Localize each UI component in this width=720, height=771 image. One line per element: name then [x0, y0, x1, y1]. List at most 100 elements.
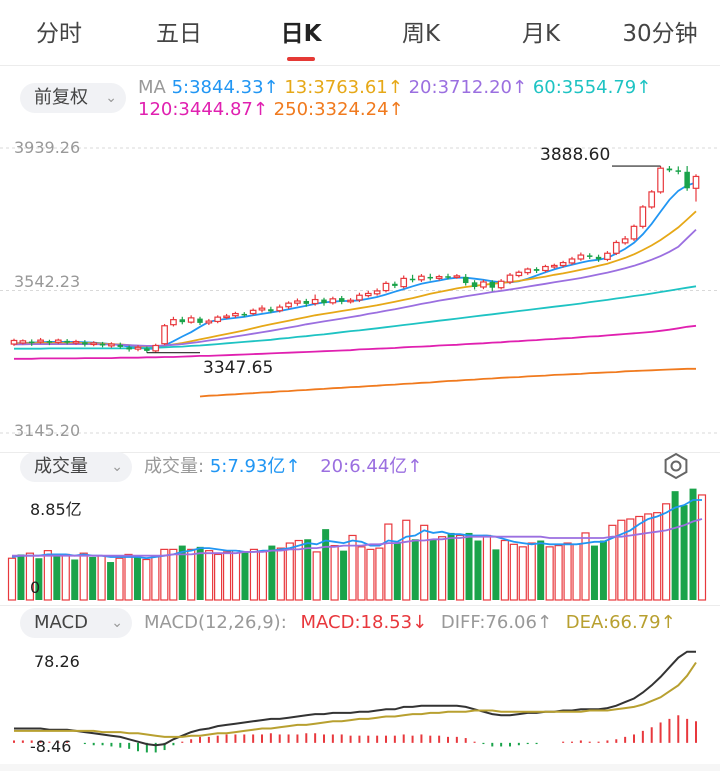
volume-bar: [312, 551, 321, 601]
volume-chart[interactable]: [0, 488, 720, 603]
candle: [692, 175, 700, 189]
ma-legend-line2: 120:3444.87↑ 250:3324.24↑: [138, 99, 404, 121]
candle: [471, 282, 478, 287]
ma-line-ma250: [199, 367, 696, 398]
ma-line-ma60: [14, 285, 697, 350]
volume-bar: [124, 553, 133, 601]
volume-bar: [304, 539, 312, 600]
volume-bar: [697, 494, 707, 601]
tab-weekly-k[interactable]: 周K: [401, 21, 441, 47]
dea-value: DEA:66.79↑: [565, 612, 676, 633]
volume-bar: [241, 551, 249, 600]
high-annotation: 3888.60: [540, 145, 611, 165]
candle: [205, 320, 213, 324]
candle: [506, 274, 514, 283]
bottom-bar: [0, 764, 720, 771]
volume-bar: [107, 562, 115, 600]
volume-bar: [35, 558, 43, 600]
volume-bar: [53, 555, 61, 600]
volume-bar: [420, 524, 429, 601]
macd-legend: MACD(12,26,9): MACD:18.53↓ DIFF:76.06↑ D…: [144, 612, 676, 634]
volume-legend: 成交量: 5:7.93亿↑ 20:6.44亿↑: [144, 456, 422, 478]
volume-bar: [7, 557, 17, 601]
volume-bar: [142, 558, 151, 601]
candle: [232, 312, 239, 317]
volume-label: 成交量:: [144, 456, 205, 477]
volume-bar: [89, 556, 97, 600]
candle: [489, 281, 496, 288]
candle: [126, 347, 132, 350]
volume-bar: [285, 542, 294, 601]
volume-bar: [330, 544, 339, 601]
volume-bar: [662, 503, 671, 601]
candle: [666, 168, 673, 171]
macd-value: MACD:18.53↓: [300, 612, 428, 633]
volume-bar: [563, 542, 572, 601]
active-tab-indicator: [287, 57, 315, 61]
candle: [28, 341, 35, 344]
chevron-down-icon: ⌄: [105, 90, 117, 106]
divider: [0, 452, 720, 453]
candle: [10, 339, 18, 345]
volume-selector[interactable]: 成交量 ⌄: [20, 452, 132, 482]
volume-bar: [384, 523, 393, 601]
volume-bar: [581, 532, 590, 601]
price-axis-mid: 3542.23: [14, 272, 81, 291]
volume-bar: [340, 550, 348, 600]
candle: [453, 275, 461, 278]
candle: [170, 319, 177, 326]
candle: [657, 167, 664, 193]
volume-bar: [268, 545, 276, 600]
candle: [427, 276, 434, 279]
adjust-selector[interactable]: 前复权 ⌄: [20, 83, 126, 113]
settings-icon[interactable]: [662, 452, 690, 480]
volume-bar: [599, 540, 607, 600]
volume-bar: [187, 548, 196, 601]
macd-min-label: -8.46: [30, 737, 72, 756]
candle: [621, 238, 629, 244]
candle: [37, 339, 44, 343]
candle: [311, 298, 319, 305]
candle: [630, 225, 638, 240]
tab-intraday[interactable]: 分时: [36, 21, 82, 47]
candle: [303, 300, 310, 304]
volume-bar: [214, 553, 223, 601]
candle: [258, 307, 266, 311]
volume-bar: [680, 505, 688, 600]
macd-line-diff: [14, 650, 696, 747]
candle: [321, 299, 327, 304]
candle: [82, 342, 88, 345]
candle: [152, 344, 160, 352]
candlestick-chart[interactable]: [0, 130, 720, 452]
tab-five-day[interactable]: 五日: [156, 21, 202, 47]
volume-bar: [482, 534, 492, 601]
candle: [648, 191, 656, 208]
volume-bar: [492, 549, 500, 600]
candle: [187, 317, 195, 323]
volume-bar: [590, 545, 598, 600]
candle: [108, 343, 115, 347]
macd-selector[interactable]: MACD ⌄: [20, 608, 132, 638]
ma13-value: 13:3763.61↑: [284, 77, 403, 98]
tab-30min[interactable]: 30分钟: [622, 21, 698, 47]
tab-monthly-k[interactable]: 月K: [521, 21, 561, 47]
volume-bar: [151, 555, 160, 601]
volume-bar: [25, 552, 35, 601]
volume-bar: [97, 555, 106, 601]
candle: [276, 306, 284, 312]
volume-bar: [393, 543, 401, 600]
candle: [595, 256, 602, 260]
volume-selector-label: 成交量: [34, 456, 88, 477]
volume-ma5: 5:7.93亿↑: [209, 456, 301, 477]
candle: [285, 302, 292, 308]
tab-daily-k[interactable]: 日K: [280, 21, 322, 47]
volume-bar: [455, 534, 465, 601]
candle: [542, 265, 549, 272]
candle: [435, 275, 443, 279]
candle: [480, 281, 487, 288]
candle: [675, 170, 682, 172]
macd-selector-label: MACD: [34, 612, 88, 633]
macd-chart[interactable]: [0, 643, 720, 761]
candle: [161, 325, 168, 345]
volume-bar: [258, 551, 268, 601]
